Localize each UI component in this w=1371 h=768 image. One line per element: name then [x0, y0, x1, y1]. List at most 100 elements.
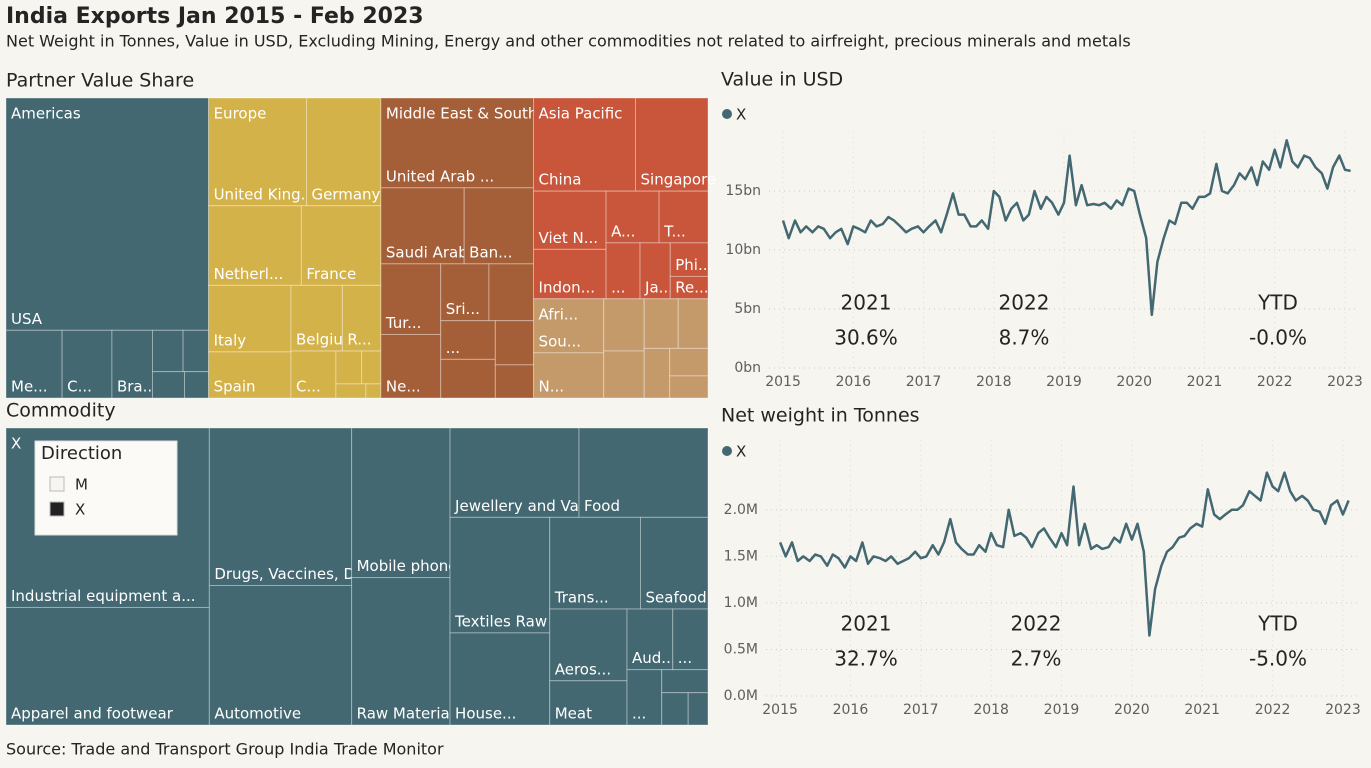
tile — [182, 329, 210, 373]
tile — [658, 190, 709, 244]
stat-label: YTD — [1257, 612, 1298, 636]
tile — [549, 680, 628, 726]
tile-label: Netherl... — [214, 265, 284, 283]
x-tick-label: 2023 — [1327, 374, 1363, 390]
legend-label: X — [75, 501, 85, 519]
tile — [578, 427, 709, 518]
tile-label: Tur... — [385, 314, 422, 332]
page-title: India Exports Jan 2015 - Feb 2023 — [6, 4, 424, 29]
tile-label: Bra... — [117, 378, 157, 396]
tile-label: Viet N... — [539, 229, 599, 247]
legend-swatch — [49, 476, 65, 492]
tile — [449, 427, 580, 518]
tile — [669, 375, 709, 399]
tile-label: United Arab ... — [386, 167, 494, 185]
tile-label: Aeros... — [555, 660, 611, 678]
tile — [494, 364, 535, 399]
tile — [351, 427, 451, 579]
tile-label: Jewellery and Val... — [454, 497, 597, 515]
tile — [208, 205, 302, 286]
chart-title: Value in USD — [721, 69, 843, 91]
tile-label: Indon... — [539, 278, 595, 296]
tile — [341, 284, 382, 352]
stat-value: 32.7% — [834, 647, 898, 671]
tile — [635, 97, 709, 192]
stat-value: 8.7% — [999, 326, 1050, 350]
chart-title: Net weight in Tonnes — [721, 405, 920, 427]
tile — [640, 516, 709, 610]
y-tick-label: 1.5M — [724, 548, 758, 564]
tile — [603, 298, 645, 352]
x-tick-label: 2020 — [1116, 374, 1152, 390]
tile-label: Sri... — [446, 300, 480, 318]
stat-label: YTD — [1257, 291, 1298, 315]
tile — [208, 427, 353, 586]
group-label: Americas — [11, 105, 81, 123]
legend-label: X — [736, 443, 746, 461]
x-tick-label: 2022 — [1257, 374, 1293, 390]
tile-label: Food — [584, 497, 620, 515]
tile-label: House... — [455, 705, 516, 723]
tile — [494, 320, 535, 366]
tile — [440, 320, 496, 360]
tile — [533, 352, 605, 399]
stat-label: 2022 — [1011, 612, 1062, 636]
y-tick-label: 15bn — [725, 183, 761, 199]
y-tick-label: 10bn — [725, 242, 761, 258]
line — [778, 471, 1350, 637]
x-tick-label: 2018 — [976, 374, 1012, 390]
tile — [208, 585, 353, 726]
tile-label: N... — [539, 378, 565, 396]
legend-swatch — [49, 501, 65, 517]
tile-label: Italy — [214, 331, 247, 349]
tile — [603, 350, 645, 399]
tile-label: Sou... — [539, 332, 582, 350]
x-tick-label: 2016 — [835, 374, 871, 390]
y-tick-label: 0.5M — [724, 641, 758, 657]
line — [781, 139, 1351, 317]
tile — [669, 242, 709, 277]
chart-title: Commodity — [6, 400, 116, 422]
tile — [440, 358, 496, 399]
stat-label: 2021 — [841, 612, 892, 636]
x-tick-label: 2018 — [973, 702, 1009, 718]
tile — [5, 329, 63, 399]
tile-label: ... — [632, 705, 646, 723]
tile — [151, 371, 186, 399]
tile-label: Drugs, Vaccines, Dia... — [214, 565, 382, 583]
x-tick-label: 2019 — [1046, 374, 1082, 390]
tile — [639, 242, 671, 300]
legend-marker — [722, 446, 732, 456]
tile — [5, 97, 210, 331]
tile-label: Apparel and footwear — [11, 705, 174, 723]
tile-label: USA — [11, 310, 43, 328]
x-tick-label: 2019 — [1044, 702, 1080, 718]
tile-label: Saudi Arabia — [386, 243, 481, 261]
x-tick-label: 2020 — [1114, 702, 1150, 718]
tile — [449, 516, 551, 634]
legend-marker — [722, 109, 732, 119]
tile — [605, 242, 641, 300]
tile — [677, 298, 709, 349]
x-tick-label: 2015 — [765, 374, 801, 390]
tile — [380, 97, 535, 189]
tile-label: C... — [296, 378, 321, 396]
tile — [335, 350, 363, 385]
stat-value: -0.0% — [1249, 326, 1307, 350]
tile — [361, 350, 382, 385]
group-label: Middle East & South Asia — [386, 105, 574, 123]
stat-value: 2.7% — [1011, 647, 1062, 671]
tile-label: Me... — [11, 378, 47, 396]
tile — [549, 608, 628, 682]
tile — [208, 351, 292, 399]
tile — [643, 298, 679, 349]
tile-label: Seafood — [646, 589, 707, 607]
tile — [687, 692, 709, 726]
tile — [533, 97, 637, 192]
tile-label: T... — [663, 222, 686, 240]
tile-label: China — [539, 171, 582, 189]
tile-label: C... — [67, 378, 92, 396]
tile-label: Ne... — [386, 378, 421, 396]
tile — [661, 692, 689, 726]
stat-label: 2022 — [999, 291, 1050, 315]
